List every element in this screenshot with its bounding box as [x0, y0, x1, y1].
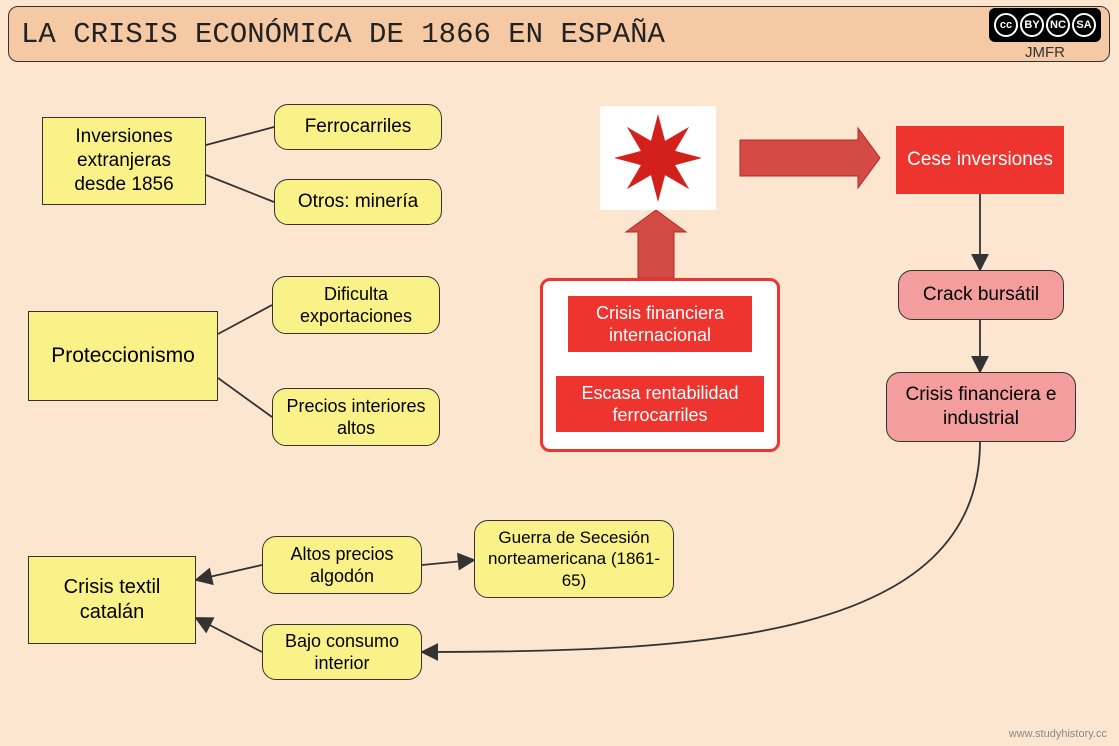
node-rentabilidad: Escasa rentabilidad ferrocarriles [556, 376, 764, 432]
by-icon: BY [1020, 13, 1044, 37]
cc-license-block: cc BY NC SA JMFR [989, 8, 1101, 61]
node-crisis_fin_int: Crisis financiera internacional [568, 296, 752, 352]
node-guerra: Guerra de Secesión norteamericana (1861-… [474, 520, 674, 598]
node-mineria: Otros: minería [274, 179, 442, 225]
node-dificulta: Dificulta exportaciones [272, 276, 440, 334]
title-bar: LA CRISIS ECONÓMICA DE 1866 EN ESPAÑA [8, 6, 1110, 62]
sa-icon: SA [1072, 13, 1096, 37]
node-crack: Crack bursátil [898, 270, 1064, 320]
node-crisis_fi: Crisis financiera e industrial [886, 372, 1076, 442]
node-inversiones: Inversiones extranjeras desde 1856 [42, 117, 206, 205]
node-cese: Cese inversiones [896, 126, 1064, 194]
page-title: LA CRISIS ECONÓMICA DE 1866 EN ESPAÑA [21, 18, 665, 51]
node-bajo_consumo: Bajo consumo interior [262, 624, 422, 680]
cc-badge: cc BY NC SA [989, 8, 1101, 42]
node-proteccionismo: Proteccionismo [28, 311, 218, 401]
node-ferrocarriles: Ferrocarriles [274, 104, 442, 150]
node-crisis_textil: Crisis textil catalán [28, 556, 196, 644]
cc-icon: cc [994, 13, 1018, 37]
watermark: www.studyhistory.cc [1009, 728, 1107, 740]
node-precios: Precios interiores altos [272, 388, 440, 446]
node-algodon: Altos precios algodón [262, 536, 422, 594]
author-label: JMFR [989, 44, 1101, 61]
nc-icon: NC [1046, 13, 1070, 37]
